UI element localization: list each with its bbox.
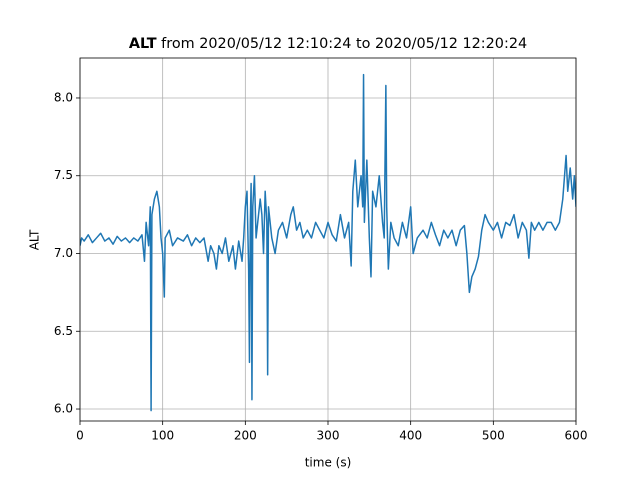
x-axis-label: time (s)	[305, 456, 352, 470]
y-tick-label: 7.0	[54, 246, 73, 260]
x-tick-label: 0	[76, 429, 84, 443]
x-tick-label: 600	[565, 429, 588, 443]
x-tick-label: 200	[234, 429, 257, 443]
x-tick-label: 500	[482, 429, 505, 443]
y-axis-label: ALT	[28, 229, 42, 250]
y-tick-label: 7.5	[54, 168, 73, 182]
y-tick-label: 8.0	[54, 90, 73, 104]
x-tick-label: 400	[399, 429, 422, 443]
y-tick-label: 6.0	[54, 402, 73, 416]
title-bold: ALT	[129, 36, 157, 52]
x-tick-label: 100	[151, 429, 174, 443]
data-line	[80, 73, 576, 412]
y-tick-label: 6.5	[54, 324, 73, 338]
x-tick-label: 300	[317, 429, 340, 443]
title-rest: from 2020/05/12 12:10:24 to 2020/05/12 1…	[161, 36, 527, 52]
chart-title: ALT from 2020/05/12 12:10:24 to 2020/05/…	[129, 36, 527, 52]
plot-frame	[79, 57, 577, 422]
